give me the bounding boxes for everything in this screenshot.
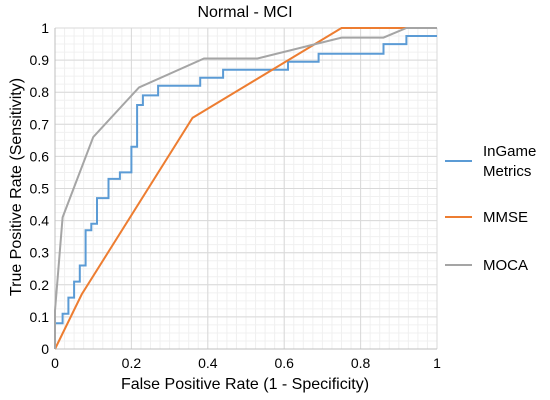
- series-line: [54, 27, 437, 349]
- x-tick-label: 0: [51, 355, 59, 371]
- axes: [54, 28, 437, 350]
- x-tick-label: 0.2: [122, 355, 142, 371]
- x-tick-label: 0.8: [351, 355, 371, 371]
- y-tick-label: 0.5: [30, 181, 50, 197]
- x-tick-label: 0.4: [198, 355, 218, 371]
- legend-label: MOCA: [483, 257, 528, 274]
- series-line: [54, 35, 437, 349]
- y-tick-label: 0: [41, 341, 49, 357]
- y-tick-label: 0.2: [30, 277, 50, 293]
- x-tick-labels: 0 0.2 0.4 0.6 0.8 1: [51, 355, 441, 371]
- y-axis-label: True Positive Rate (Sensitivity): [8, 78, 25, 296]
- series-line: [54, 27, 437, 350]
- y-tick-labels: 0 0.1 0.2 0.3 0.4 0.5 0.6 0.7 0.8 0.9 1: [30, 20, 50, 357]
- x-tick-label: 0.6: [274, 355, 294, 371]
- chart-title: Normal - MCI: [197, 4, 292, 21]
- y-tick-label: 0.6: [30, 148, 50, 164]
- series-lines: [54, 27, 437, 350]
- y-tick-label: 0.7: [30, 116, 50, 132]
- y-tick-label: 1: [41, 20, 49, 36]
- y-tick-label: 0.4: [30, 213, 50, 229]
- y-tick-label: 0.1: [30, 309, 50, 325]
- y-tick-label: 0.8: [30, 84, 50, 100]
- legend: InGame Metrics MMSE MOCA: [445, 143, 536, 274]
- y-tick-label: 0.3: [30, 245, 50, 261]
- legend-label: InGame: [483, 143, 536, 160]
- x-tick-label: 1: [433, 355, 441, 371]
- y-tick-label: 0.9: [30, 52, 50, 68]
- legend-label: Metrics: [483, 163, 531, 180]
- x-axis-label: False Positive Rate (1 - Specificity): [121, 376, 369, 393]
- legend-label: MMSE: [483, 209, 528, 226]
